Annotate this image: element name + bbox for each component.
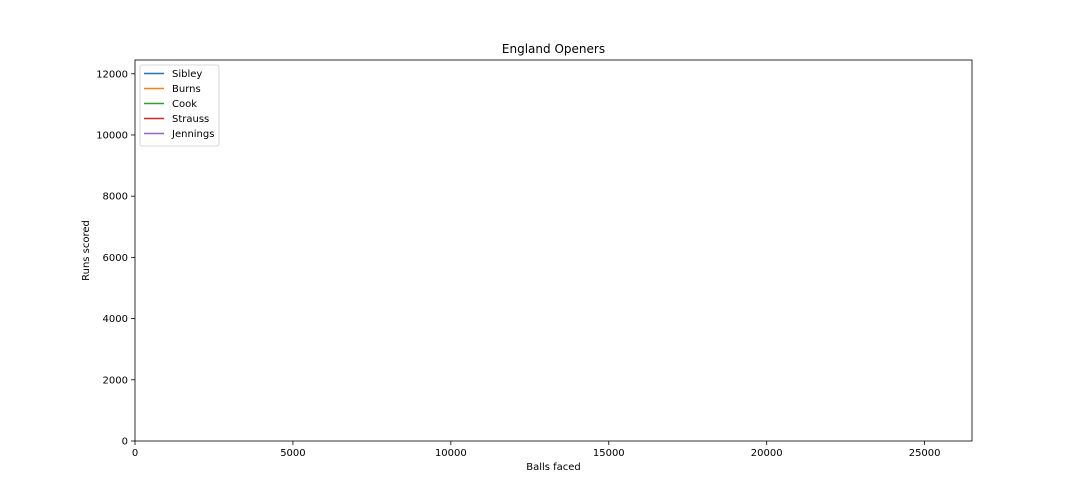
x-tick-label: 15000: [593, 448, 625, 459]
legend-label: Burns: [172, 84, 201, 95]
legend-label: Cook: [172, 99, 197, 110]
legend-label: Sibley: [172, 69, 202, 80]
x-axis: 0 5000 10000 15000 20000 25000: [132, 441, 941, 459]
plot-area: [134, 59, 973, 442]
legend-label: Jennings: [171, 129, 214, 140]
y-tick-label: 2000: [103, 375, 128, 386]
legend-label: Strauss: [172, 114, 209, 125]
y-tick-label: 4000: [103, 314, 128, 325]
x-tick-label: 25000: [909, 448, 941, 459]
y-tick-label: 12000: [96, 69, 128, 80]
y-axis: 0 2000 4000 6000 8000 10000 12000: [96, 69, 135, 448]
y-tick-label: 6000: [103, 253, 128, 264]
y-tick-label: 8000: [103, 192, 128, 203]
legend: Sibley Burns Cook Strauss Jennings: [139, 64, 220, 147]
x-tick-label: 5000: [280, 448, 305, 459]
x-tick-label: 20000: [751, 448, 783, 459]
legend-box: [139, 64, 220, 147]
y-axis-title: Runs scored: [81, 220, 92, 281]
y-tick-label: 0: [122, 437, 128, 448]
x-axis-title: Balls faced: [526, 462, 581, 473]
x-tick-label: 0: [132, 448, 138, 459]
y-tick-label: 10000: [96, 130, 128, 141]
chart-title: England Openers: [502, 42, 605, 56]
x-tick-label: 10000: [435, 448, 467, 459]
